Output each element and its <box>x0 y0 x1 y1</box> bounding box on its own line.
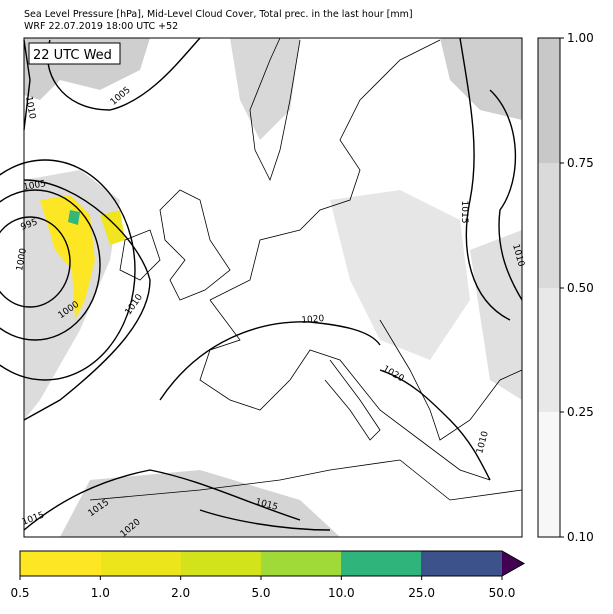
colorbar-extend <box>502 551 524 576</box>
tick-label: 0.5 <box>10 586 29 600</box>
isobar-label: 1010 <box>23 96 37 121</box>
tick-label: 0.10 <box>567 530 594 544</box>
cloud-area <box>230 38 300 140</box>
cloud-area <box>24 170 120 420</box>
colorbar-segment <box>538 412 560 537</box>
colorbar-segment <box>538 288 560 412</box>
colorbar-segment <box>261 551 341 576</box>
title: Sea Level Pressure [hPa], Mid-Level Clou… <box>24 9 413 20</box>
isobar-label: 1000 <box>15 247 29 272</box>
tick-label: 25.0 <box>408 586 435 600</box>
subtitle: WRF 22.07.2019 18:00 UTC +52 <box>24 21 178 32</box>
tick-label: 0.75 <box>567 156 594 170</box>
colorbar-ticks: 0.10 0.25 0.50 0.75 1.00 <box>560 31 594 544</box>
tick-label: 0.50 <box>567 281 594 295</box>
cloud-area <box>330 190 470 360</box>
tick-label: 5.0 <box>251 586 270 600</box>
isobars <box>0 37 523 531</box>
colorbar-segment <box>20 551 101 576</box>
cloud-area <box>470 230 522 400</box>
isobar-label: 1015 <box>459 201 469 224</box>
time-label: 22 UTC Wed <box>33 48 112 63</box>
colorbar-segment <box>101 551 181 576</box>
precip-colorbar: 0.5 1.0 2.0 5.0 10.0 25.0 50.0 <box>10 550 526 600</box>
colorbar-segment <box>538 38 560 163</box>
map-frame <box>23 37 523 538</box>
tick-label: 50.0 <box>489 586 516 600</box>
precip-area <box>100 210 125 245</box>
precip-area <box>68 210 80 225</box>
tick-label: 1.0 <box>91 586 110 600</box>
colorbar-segment <box>538 163 560 288</box>
colorbar-segment <box>341 551 421 576</box>
tick-label: 10.0 <box>328 586 355 600</box>
colorbar-frame <box>19 550 526 577</box>
cloud-area <box>60 470 340 537</box>
colorbar-segment <box>181 551 261 576</box>
cloud-area <box>440 38 522 120</box>
time-box <box>28 42 121 65</box>
isobar-label: 1005 <box>23 179 47 193</box>
colorbar-ticks: 0.5 1.0 2.0 5.0 10.0 25.0 50.0 <box>10 576 515 600</box>
tick-label: 2.0 <box>171 586 190 600</box>
tick-label: 1.00 <box>567 31 594 45</box>
isobar-label: 1020 <box>301 314 325 326</box>
tick-label: 0.25 <box>567 405 594 419</box>
cloud-colorbar: 0.10 0.25 0.50 0.75 1.00 <box>537 31 594 544</box>
colorbar-segment <box>421 551 502 576</box>
